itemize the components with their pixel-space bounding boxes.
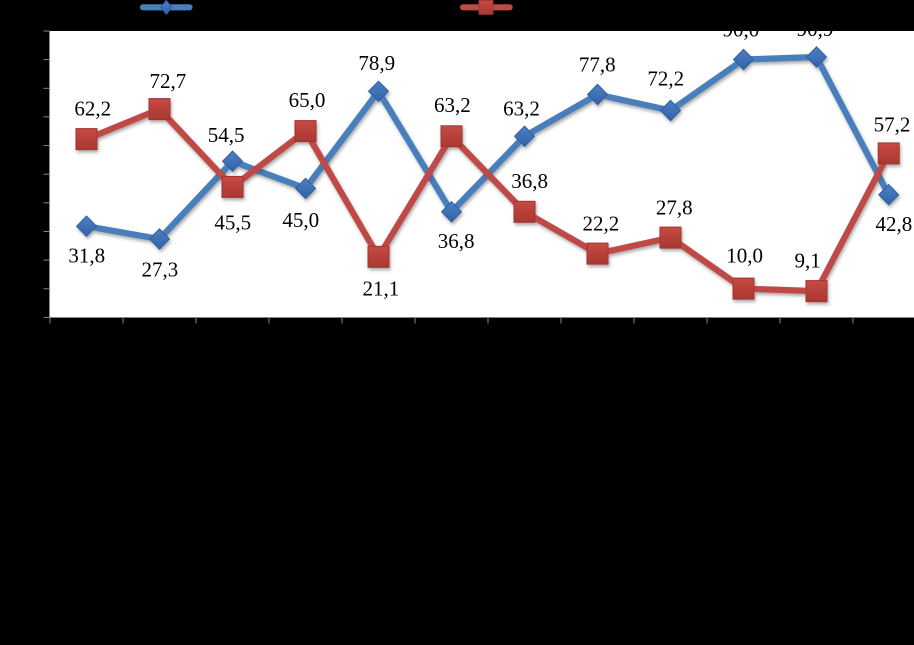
svg-text:10,0: 10,0 bbox=[726, 243, 763, 267]
svg-text:36,8: 36,8 bbox=[511, 169, 548, 193]
svg-text:90,9: 90,9 bbox=[797, 17, 834, 41]
svg-text:54,5: 54,5 bbox=[208, 123, 245, 147]
svg-text:36,8: 36,8 bbox=[438, 229, 475, 253]
svg-text:42,8: 42,8 bbox=[876, 212, 913, 236]
svg-text:63,2: 63,2 bbox=[503, 97, 540, 121]
svg-text:65,0: 65,0 bbox=[289, 88, 326, 112]
svg-text:77,8: 77,8 bbox=[579, 52, 616, 76]
svg-text:45,0: 45,0 bbox=[282, 208, 319, 232]
svg-text:63,2: 63,2 bbox=[434, 93, 471, 117]
svg-text:72,2: 72,2 bbox=[647, 66, 684, 90]
svg-text:57,2: 57,2 bbox=[874, 113, 911, 137]
svg-text:62,2: 62,2 bbox=[74, 96, 111, 120]
svg-text:31,8: 31,8 bbox=[68, 243, 105, 267]
svg-text:27,3: 27,3 bbox=[142, 258, 179, 282]
svg-text:9,1: 9,1 bbox=[794, 248, 820, 272]
svg-text:27,8: 27,8 bbox=[656, 196, 693, 220]
svg-text:21,1: 21,1 bbox=[363, 276, 400, 300]
svg-text:72,7: 72,7 bbox=[150, 69, 187, 93]
svg-text:45,5: 45,5 bbox=[214, 211, 251, 235]
svg-text:78,9: 78,9 bbox=[358, 51, 395, 75]
svg-text:22,2: 22,2 bbox=[583, 212, 620, 236]
svg-text:90,0: 90,0 bbox=[723, 17, 760, 41]
